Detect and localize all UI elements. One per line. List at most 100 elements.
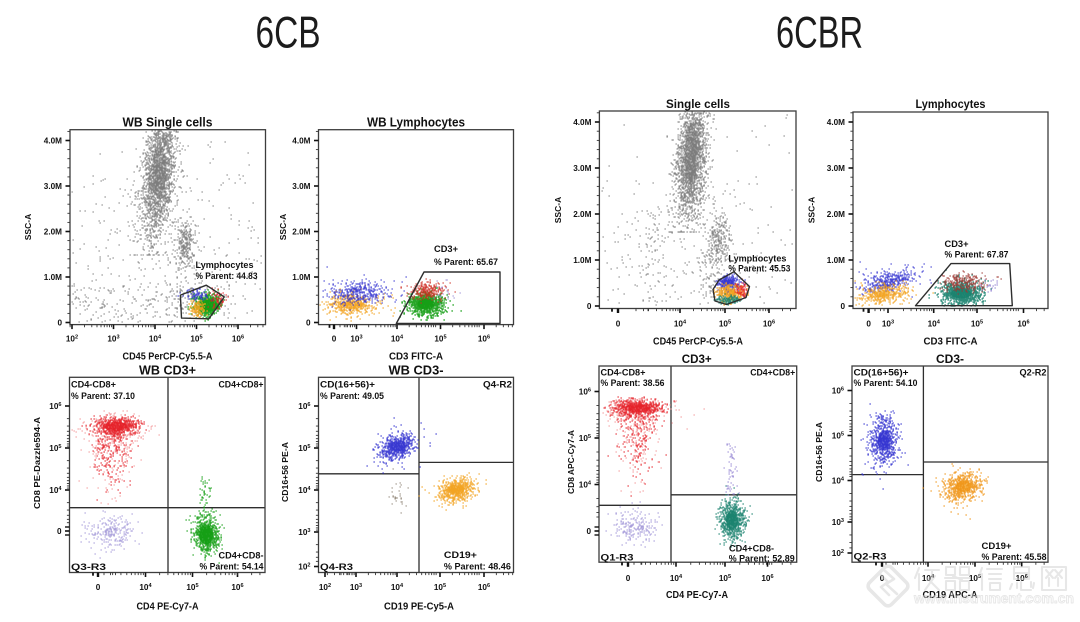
svg-text:CD45 PerCP-Cy5.5-A: CD45 PerCP-Cy5.5-A xyxy=(123,352,213,363)
svg-text:104: 104 xyxy=(832,477,845,486)
svg-text:102: 102 xyxy=(319,583,331,592)
svg-text:105: 105 xyxy=(190,335,202,344)
svg-text:WB CD3-: WB CD3- xyxy=(389,364,444,378)
svg-text:106: 106 xyxy=(232,335,244,344)
svg-text:102: 102 xyxy=(66,335,78,344)
svg-text:0: 0 xyxy=(57,319,62,328)
svg-text:0: 0 xyxy=(586,527,591,536)
svg-text:2.0M: 2.0M xyxy=(573,210,591,219)
svg-text:103: 103 xyxy=(882,320,894,329)
svg-text:0: 0 xyxy=(626,574,631,583)
svg-text:104: 104 xyxy=(139,583,152,592)
svg-text:103: 103 xyxy=(832,518,844,527)
svg-text:% Parent: 52.89: % Parent: 52.89 xyxy=(729,553,795,563)
svg-text:0: 0 xyxy=(840,302,845,311)
svg-text:% Parent: 45.58: % Parent: 45.58 xyxy=(982,552,1047,562)
svg-text:% Parent: 54.14: % Parent: 54.14 xyxy=(200,562,265,572)
svg-text:0: 0 xyxy=(587,302,592,311)
svg-text:CD8 PE-Dazzle594-A: CD8 PE-Dazzle594-A xyxy=(32,417,42,509)
svg-text:106: 106 xyxy=(763,320,775,329)
svg-text:WB CD3+: WB CD3+ xyxy=(139,364,196,378)
svg-text:105: 105 xyxy=(719,574,731,583)
svg-text:CD4 PE-Cy7-A: CD4 PE-Cy7-A xyxy=(666,590,728,601)
svg-text:% Parent: 38.56: % Parent: 38.56 xyxy=(601,378,665,388)
svg-text:Lymphocytes: Lymphocytes xyxy=(196,260,254,270)
svg-text:CD4+CD8+: CD4+CD8+ xyxy=(750,367,796,377)
svg-text:CD4+CD8-: CD4+CD8- xyxy=(219,551,264,561)
svg-text:4.0M: 4.0M xyxy=(44,137,62,146)
svg-text:105: 105 xyxy=(298,444,310,453)
svg-text:104: 104 xyxy=(149,335,162,344)
svg-text:2.0M: 2.0M xyxy=(827,210,845,219)
svg-text:105: 105 xyxy=(579,434,591,443)
svg-text:3.0M: 3.0M xyxy=(44,182,62,191)
svg-text:102: 102 xyxy=(298,563,310,572)
svg-text:SSC-A: SSC-A xyxy=(23,214,33,240)
svg-text:103: 103 xyxy=(107,335,119,344)
svg-text:SSC-A: SSC-A xyxy=(807,197,817,223)
svg-text:102: 102 xyxy=(832,549,844,558)
svg-text:CD45 PerCP-Cy5.5-A: CD45 PerCP-Cy5.5-A xyxy=(653,337,743,348)
svg-text:106: 106 xyxy=(1017,320,1029,329)
svg-text:CD4+CD8+: CD4+CD8+ xyxy=(219,380,265,390)
svg-text:1.0M: 1.0M xyxy=(292,273,310,282)
svg-text:104: 104 xyxy=(928,320,941,329)
svg-text:105: 105 xyxy=(719,320,731,329)
svg-text:103: 103 xyxy=(350,335,362,344)
svg-text:0: 0 xyxy=(306,319,311,328)
svg-text:106: 106 xyxy=(579,388,591,397)
svg-text:106: 106 xyxy=(49,402,61,411)
svg-text:0: 0 xyxy=(616,320,621,329)
svg-text:106: 106 xyxy=(832,387,844,396)
svg-text:104: 104 xyxy=(298,486,311,495)
svg-text:CD3 FITC-A: CD3 FITC-A xyxy=(924,337,978,348)
svg-text:CD3-: CD3- xyxy=(936,352,964,366)
svg-text:106: 106 xyxy=(298,402,310,411)
svg-text:WB Single cells: WB Single cells xyxy=(123,116,213,130)
svg-text:Lymphocytes: Lymphocytes xyxy=(916,97,986,111)
svg-text:Q1-R3: Q1-R3 xyxy=(601,553,634,563)
svg-text:1.0M: 1.0M xyxy=(44,273,62,282)
svg-text:105: 105 xyxy=(434,335,446,344)
svg-text:4.0M: 4.0M xyxy=(573,118,591,127)
svg-text:2.0M: 2.0M xyxy=(292,228,310,237)
svg-text:CD19+: CD19+ xyxy=(982,541,1013,551)
svg-text:CD(16+56)+: CD(16+56)+ xyxy=(854,367,910,377)
svg-text:CD19+: CD19+ xyxy=(444,550,478,560)
svg-text:Q3-R3: Q3-R3 xyxy=(71,562,106,572)
svg-text:CD(16+56)+: CD(16+56)+ xyxy=(320,380,376,390)
svg-text:6CBR: 6CBR xyxy=(776,9,863,58)
svg-text:CD4 PE-Cy7-A: CD4 PE-Cy7-A xyxy=(137,602,199,613)
svg-text:3.0M: 3.0M xyxy=(292,182,310,191)
svg-text:Q2-R2: Q2-R2 xyxy=(1020,367,1047,377)
svg-text:105: 105 xyxy=(49,444,61,453)
svg-text:CD8 APC-Cy7-A: CD8 APC-Cy7-A xyxy=(566,430,576,494)
svg-text:Lymphocytes: Lymphocytes xyxy=(728,254,786,264)
svg-text:105: 105 xyxy=(434,583,446,592)
svg-text:SSC-A: SSC-A xyxy=(278,214,288,240)
svg-text:4.0M: 4.0M xyxy=(827,118,845,127)
svg-text:% Parent: 48.46: % Parent: 48.46 xyxy=(444,562,511,572)
svg-text:CD19 APC-A: CD19 APC-A xyxy=(923,590,978,601)
svg-text:WB Lymphocytes: WB Lymphocytes xyxy=(367,116,465,130)
svg-text:CD3+: CD3+ xyxy=(945,239,970,249)
svg-text:104: 104 xyxy=(49,486,62,495)
svg-text:CD16+56 PE-A: CD16+56 PE-A xyxy=(280,442,290,502)
svg-text:% Parent: 65.67: % Parent: 65.67 xyxy=(434,257,498,267)
svg-text:104: 104 xyxy=(391,335,404,344)
svg-text:Single cells: Single cells xyxy=(666,97,730,111)
svg-text:103: 103 xyxy=(350,583,362,592)
svg-text:0: 0 xyxy=(880,574,885,583)
svg-text:3.0M: 3.0M xyxy=(573,164,591,173)
svg-text:106: 106 xyxy=(761,574,773,583)
svg-text:% Parent: 44.83: % Parent: 44.83 xyxy=(196,271,258,281)
svg-text:Q4-R3: Q4-R3 xyxy=(320,562,353,572)
svg-text:CD3+: CD3+ xyxy=(682,352,712,366)
svg-text:Q2-R3: Q2-R3 xyxy=(854,552,887,562)
svg-text:CD4-CD8+: CD4-CD8+ xyxy=(71,380,117,390)
svg-text:www.instrument.com.cn: www.instrument.com.cn xyxy=(913,591,1074,606)
svg-text:CD3+: CD3+ xyxy=(434,244,459,254)
svg-text:% Parent: 45.53: % Parent: 45.53 xyxy=(728,264,790,274)
svg-text:1.0M: 1.0M xyxy=(827,256,845,265)
svg-text:4.0M: 4.0M xyxy=(292,137,310,146)
